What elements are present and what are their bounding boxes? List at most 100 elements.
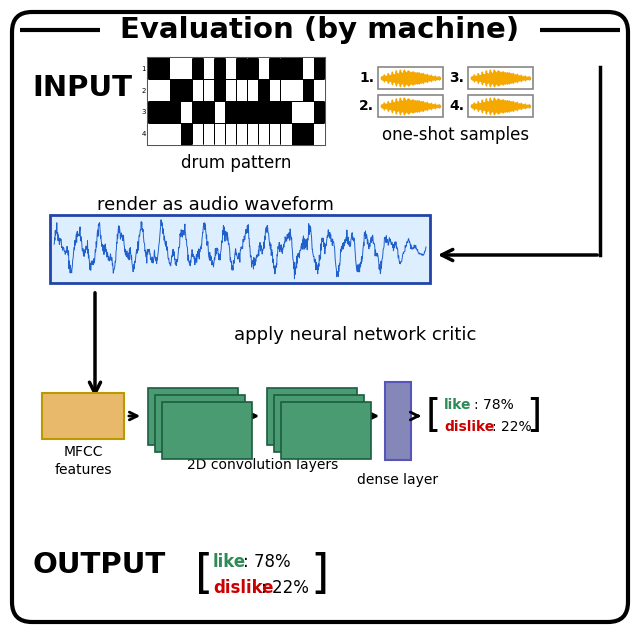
Text: : 78%: : 78% bbox=[474, 398, 514, 412]
Text: 1.: 1. bbox=[359, 71, 374, 85]
Bar bbox=[204, 80, 214, 101]
Text: : 22%: : 22% bbox=[492, 420, 532, 434]
Text: 4: 4 bbox=[141, 131, 146, 137]
Text: INPUT: INPUT bbox=[32, 74, 132, 102]
Bar bbox=[270, 58, 280, 79]
Text: 2.: 2. bbox=[359, 99, 374, 113]
Bar bbox=[274, 395, 364, 452]
Bar bbox=[193, 58, 203, 79]
Bar bbox=[42, 393, 124, 439]
Bar bbox=[281, 402, 371, 459]
Bar bbox=[259, 58, 269, 79]
Bar bbox=[182, 102, 192, 123]
Text: 4.: 4. bbox=[449, 99, 464, 113]
Bar bbox=[281, 102, 291, 123]
Bar bbox=[281, 80, 291, 101]
Bar bbox=[303, 124, 314, 145]
Bar bbox=[214, 80, 225, 101]
Bar bbox=[170, 80, 181, 101]
Bar bbox=[378, 95, 443, 117]
Bar bbox=[170, 58, 181, 79]
Bar bbox=[385, 382, 411, 460]
Text: 2D convolution layers: 2D convolution layers bbox=[187, 458, 338, 472]
Text: ]: ] bbox=[310, 552, 328, 597]
Bar bbox=[248, 58, 259, 79]
Bar bbox=[248, 124, 259, 145]
Bar bbox=[226, 80, 236, 101]
Bar bbox=[314, 58, 324, 79]
Bar bbox=[159, 102, 170, 123]
Bar bbox=[270, 102, 280, 123]
Bar bbox=[148, 102, 159, 123]
Bar bbox=[292, 102, 303, 123]
Bar bbox=[226, 58, 236, 79]
Text: drum pattern: drum pattern bbox=[181, 154, 292, 172]
Bar bbox=[303, 80, 314, 101]
Bar bbox=[267, 388, 357, 445]
Bar bbox=[204, 124, 214, 145]
Bar bbox=[314, 80, 324, 101]
Bar bbox=[226, 124, 236, 145]
Bar bbox=[148, 58, 159, 79]
Bar bbox=[237, 58, 247, 79]
Text: 1: 1 bbox=[141, 66, 146, 72]
Text: like: like bbox=[213, 553, 246, 571]
Text: one-shot samples: one-shot samples bbox=[382, 126, 529, 144]
Bar bbox=[193, 124, 203, 145]
Bar bbox=[214, 102, 225, 123]
Text: like: like bbox=[444, 398, 472, 412]
Bar bbox=[148, 80, 159, 101]
Bar bbox=[303, 58, 314, 79]
Bar bbox=[237, 102, 247, 123]
Bar bbox=[259, 80, 269, 101]
Bar bbox=[292, 124, 303, 145]
Text: : 22%: : 22% bbox=[261, 579, 309, 597]
Bar bbox=[259, 102, 269, 123]
Text: [: [ bbox=[195, 552, 213, 597]
Bar bbox=[303, 102, 314, 123]
Bar bbox=[259, 124, 269, 145]
Text: 3: 3 bbox=[141, 110, 146, 115]
Bar bbox=[170, 102, 181, 123]
Text: 2: 2 bbox=[141, 87, 146, 94]
Text: dislike: dislike bbox=[444, 420, 494, 434]
Bar bbox=[162, 402, 252, 459]
Bar bbox=[281, 58, 291, 79]
Bar bbox=[182, 124, 192, 145]
Text: ]: ] bbox=[526, 397, 541, 435]
Text: render as audio waveform: render as audio waveform bbox=[97, 196, 333, 214]
Bar bbox=[314, 124, 324, 145]
Bar bbox=[248, 80, 259, 101]
Bar bbox=[193, 102, 203, 123]
Bar bbox=[50, 215, 430, 283]
Text: 3.: 3. bbox=[449, 71, 464, 85]
FancyBboxPatch shape bbox=[12, 12, 628, 622]
Text: Evaluation (by machine): Evaluation (by machine) bbox=[120, 16, 520, 44]
Text: [: [ bbox=[426, 397, 441, 435]
Bar bbox=[248, 102, 259, 123]
Bar bbox=[193, 80, 203, 101]
Bar bbox=[468, 67, 533, 89]
Text: MFCC
features: MFCC features bbox=[54, 445, 112, 477]
Bar bbox=[226, 102, 236, 123]
Bar bbox=[314, 102, 324, 123]
Bar bbox=[204, 58, 214, 79]
Bar bbox=[159, 80, 170, 101]
Bar bbox=[378, 67, 443, 89]
Text: dislike: dislike bbox=[213, 579, 273, 597]
Text: apply neural network critic: apply neural network critic bbox=[234, 326, 476, 344]
Bar bbox=[292, 58, 303, 79]
Bar bbox=[155, 395, 245, 452]
Bar bbox=[159, 124, 170, 145]
Bar bbox=[214, 124, 225, 145]
Text: : 78%: : 78% bbox=[243, 553, 291, 571]
Bar bbox=[148, 124, 159, 145]
Bar bbox=[159, 58, 170, 79]
Bar bbox=[292, 80, 303, 101]
Text: dense layer: dense layer bbox=[357, 473, 438, 487]
Bar bbox=[204, 102, 214, 123]
Bar bbox=[182, 80, 192, 101]
Bar bbox=[182, 58, 192, 79]
Text: OUTPUT: OUTPUT bbox=[32, 551, 165, 579]
Bar bbox=[170, 124, 181, 145]
